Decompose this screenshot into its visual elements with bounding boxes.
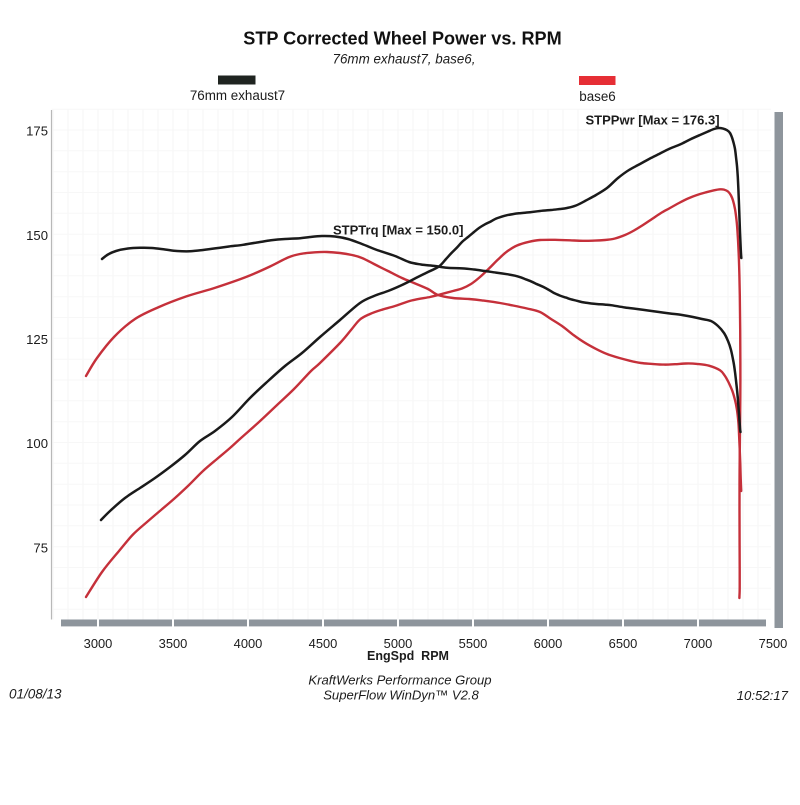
svg-text:3500: 3500 (159, 636, 188, 651)
svg-text:STPTrq [Max = 150.0]: STPTrq [Max = 150.0] (333, 223, 463, 238)
svg-text:STPPwr [Max = 176.3]: STPPwr [Max = 176.3] (586, 113, 720, 128)
svg-text:KraftWerks Performance Group: KraftWerks Performance Group (308, 673, 491, 688)
svg-text:7500: 7500 (759, 636, 788, 651)
svg-text:STP Corrected Wheel Power vs.: STP Corrected Wheel Power vs. RPM (243, 29, 561, 49)
svg-text:EngSpd RPM: EngSpd RPM (367, 649, 449, 663)
svg-text:7000: 7000 (684, 636, 713, 651)
svg-text:150: 150 (26, 228, 48, 243)
svg-text:4500: 4500 (309, 636, 338, 651)
svg-text:76mm exhaust7, base6,: 76mm exhaust7, base6, (333, 52, 476, 67)
svg-text:75: 75 (33, 540, 48, 555)
svg-text:175: 175 (26, 124, 48, 139)
svg-text:01/08/13: 01/08/13 (9, 686, 62, 701)
svg-text:3000: 3000 (84, 636, 113, 651)
svg-text:4000: 4000 (234, 636, 263, 651)
svg-text:5000: 5000 (384, 636, 413, 651)
svg-text:6000: 6000 (534, 636, 563, 651)
svg-text:76mm exhaust7: 76mm exhaust7 (190, 88, 285, 103)
svg-text:10:52:17: 10:52:17 (737, 688, 789, 703)
svg-text:SuperFlow WinDyn™ V2.8: SuperFlow WinDyn™ V2.8 (323, 688, 479, 703)
svg-text:100: 100 (26, 436, 48, 451)
svg-text:base6: base6 (579, 89, 615, 104)
svg-text:125: 125 (26, 332, 48, 347)
svg-text:6500: 6500 (609, 636, 638, 651)
svg-text:5500: 5500 (459, 636, 488, 651)
